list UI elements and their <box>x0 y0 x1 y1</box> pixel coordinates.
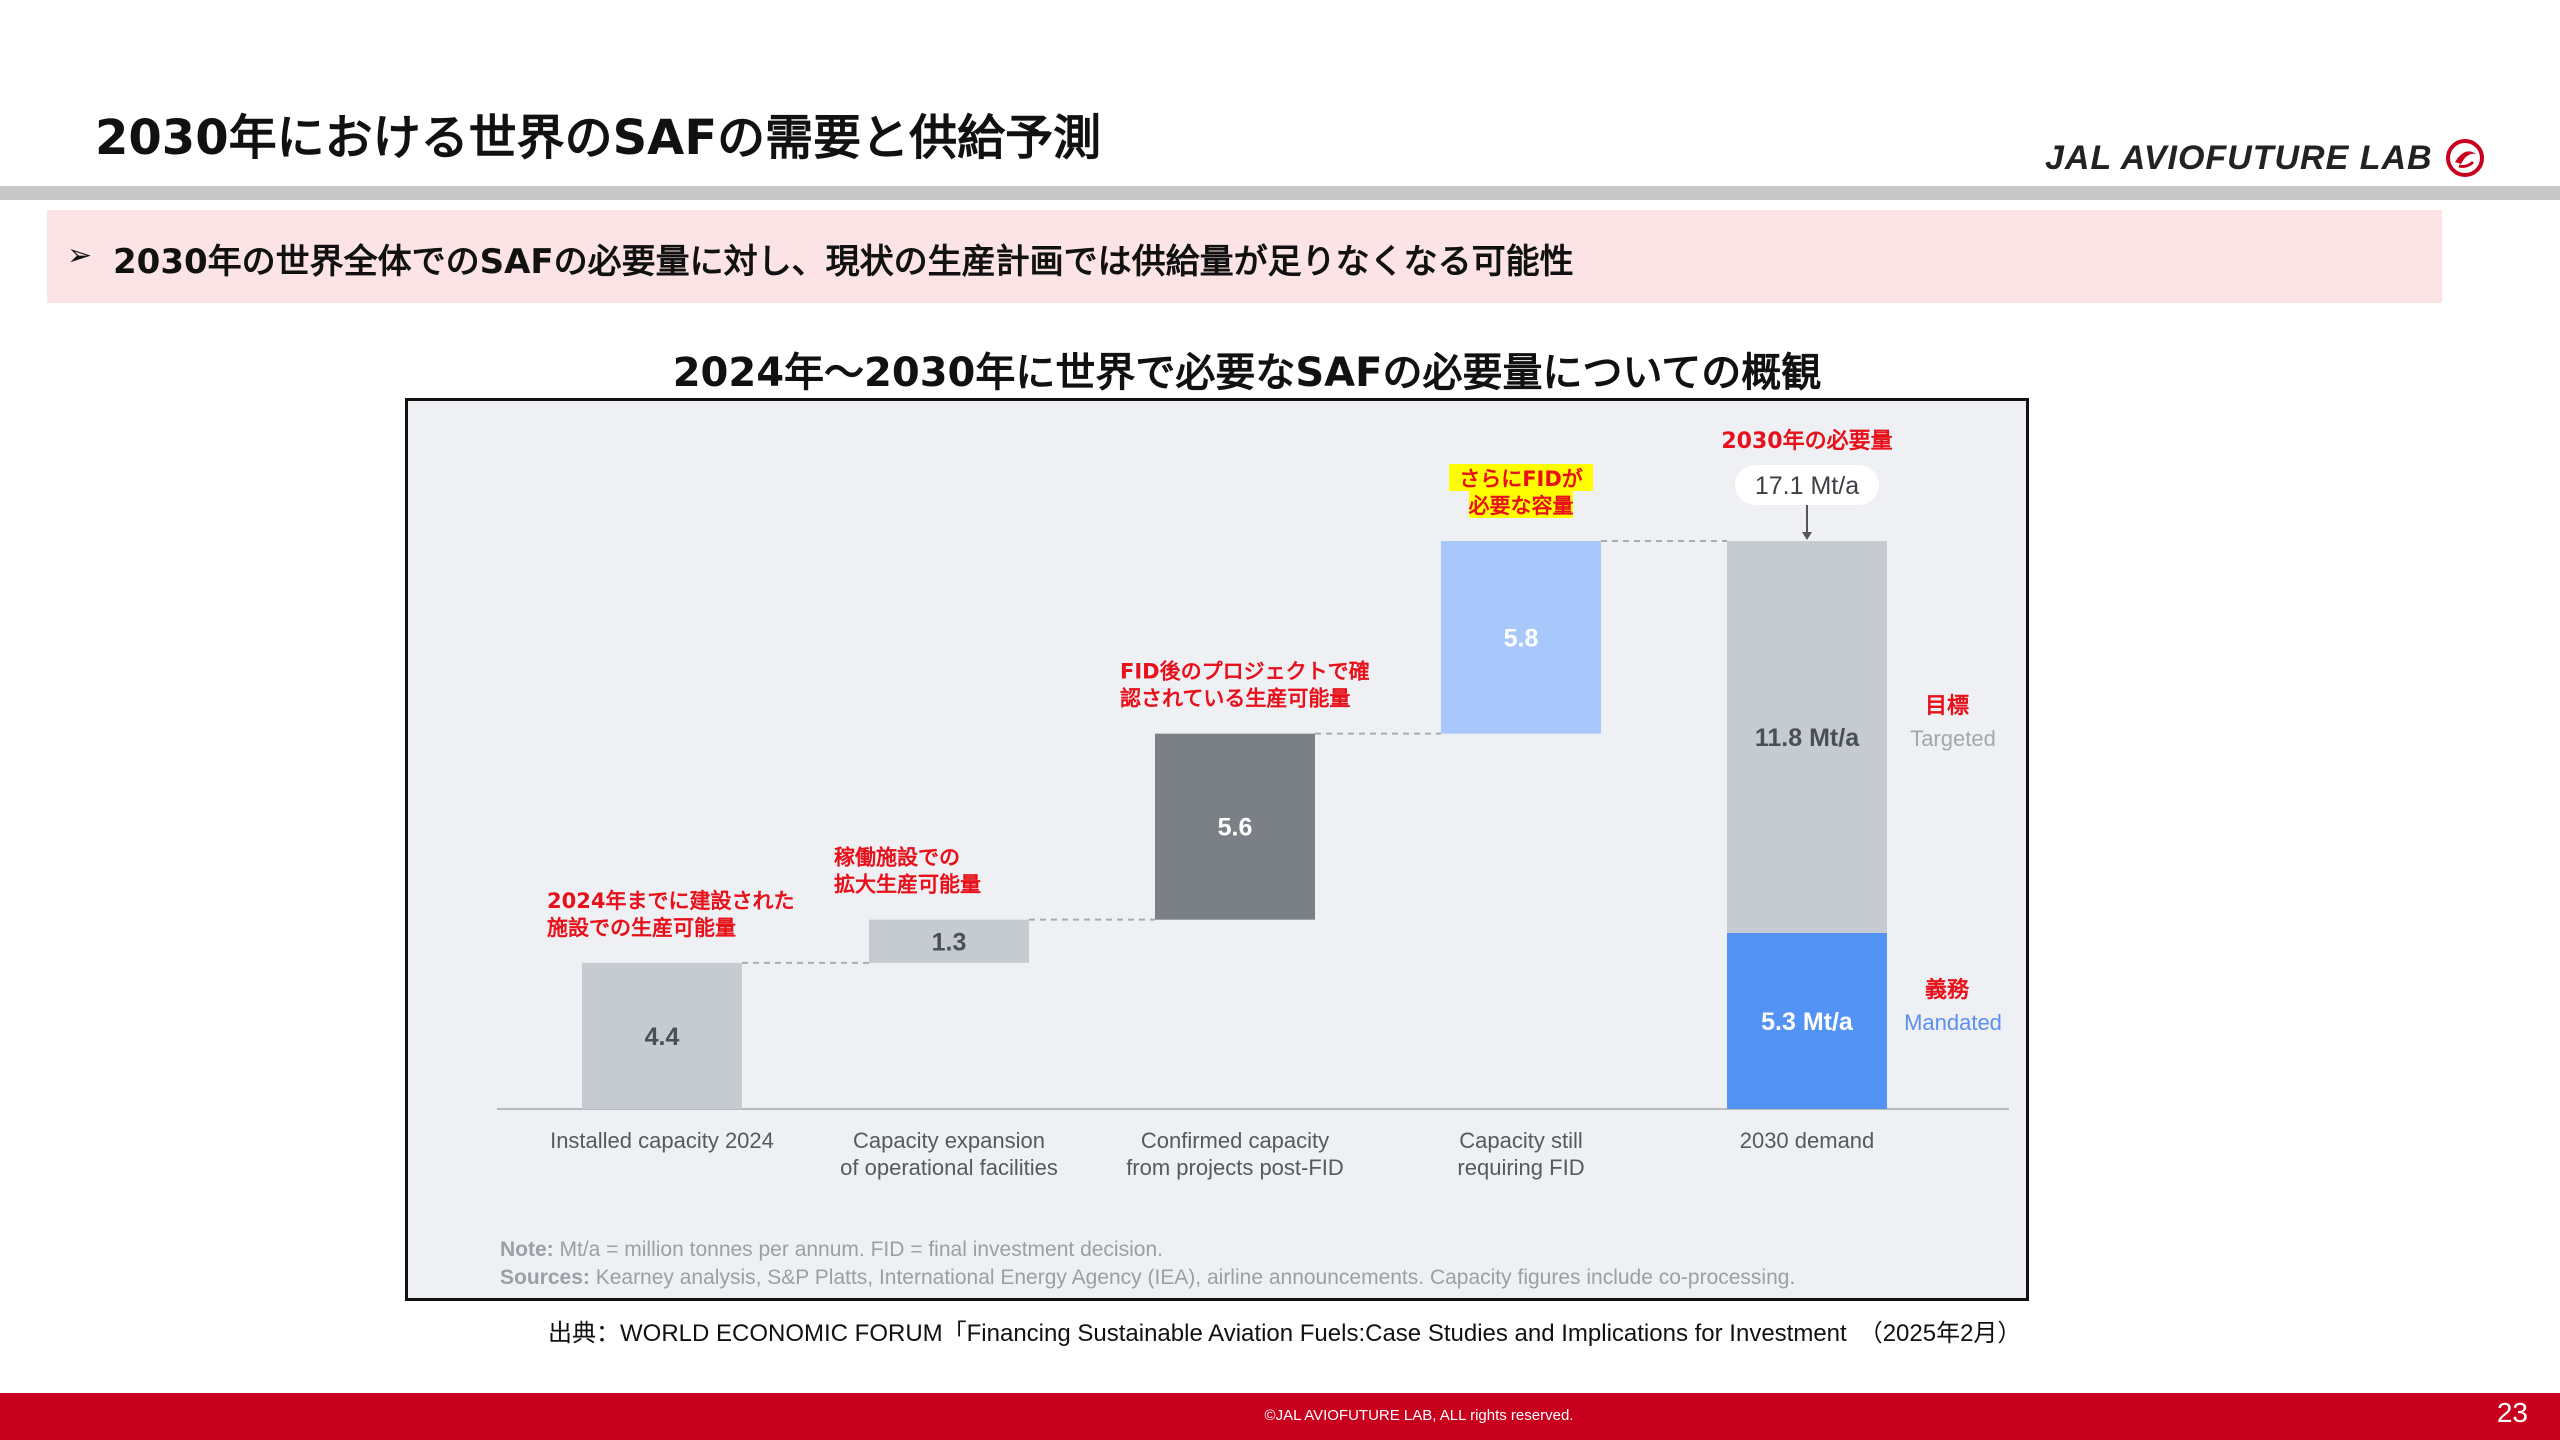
step-annotation: 必要な容量 <box>1469 494 1574 518</box>
category-label: from projects post-FID <box>1126 1155 1344 1180</box>
step-annotation: 施設での生産可能量 <box>547 916 736 940</box>
step-annotation: 2024年までに建設された <box>547 889 794 913</box>
category-label: of operational facilities <box>840 1155 1058 1180</box>
category-label: Installed capacity 2024 <box>550 1128 774 1153</box>
bar-value-label: 5.6 <box>1218 814 1253 842</box>
total-pointer-arrow <box>1802 532 1812 540</box>
segment-jp-label: 目標 <box>1925 694 1969 719</box>
summary-banner: ➢ 2030年の世界全体でのSAFの必要量に対し、現状の生産計画では供給量が足り… <box>47 210 2442 303</box>
category-label: Capacity still <box>1459 1128 1582 1153</box>
total-label-pill <box>1735 465 1879 505</box>
category-label: Capacity expansion <box>853 1128 1045 1153</box>
page-number: 23 <box>2496 1397 2528 1428</box>
copyright-text: ©JAL AVIOFUTURE LAB, ALL rights reserved… <box>1264 1407 1574 1424</box>
category-label: 2030 demand <box>1740 1128 1875 1153</box>
total-value-label: 17.1 Mt/a <box>1755 472 1859 500</box>
header-rule <box>0 186 2560 200</box>
waterfall-bar <box>582 962 742 1109</box>
step-annotation: さらにFIDが <box>1459 467 1583 491</box>
step-annotation: 認されている生産可能量 <box>1120 687 1350 711</box>
step-annotation: FID後のプロジェクトで確 <box>1120 660 1370 684</box>
segment-legend-label: Targeted <box>1910 726 1996 751</box>
logo-text: JAL AVIOFUTURE LAB <box>2045 138 2433 177</box>
waterfall-bar <box>869 919 1029 963</box>
waterfall-bar <box>1441 541 1601 734</box>
crane-logo-icon <box>2445 139 2484 177</box>
summary-text: 2030年の世界全体でのSAFの必要量に対し、現状の生産計画では供給量が足りなく… <box>113 242 1574 282</box>
bar-value-label: 4.4 <box>645 1023 680 1051</box>
arrow-bullet-icon: ➢ <box>67 238 93 273</box>
slide-title: 2030年における世界のSAFの需要と供給予測 <box>95 110 1102 166</box>
chart-note: Note: Mt/a = million tonnes per annum. F… <box>500 1238 1163 1261</box>
total-heading-annotation: 2030年の必要量 <box>1721 428 1892 454</box>
segment-jp-label: 義務 <box>1925 977 1970 1003</box>
segment-legend-label: Mandated <box>1904 1010 2002 1035</box>
bar-value-label: 1.3 <box>932 928 967 956</box>
total-segment <box>1727 932 1887 1109</box>
chart-sources: Sources: Kearney analysis, S&P Platts, I… <box>500 1266 1795 1289</box>
waterfall-bar <box>1155 733 1315 920</box>
bar-value-label: 5.8 <box>1504 624 1539 652</box>
chart-heading: 2024年～2030年に世界で必要なSAFの必要量についての概観 <box>672 350 1822 396</box>
category-label: requiring FID <box>1457 1155 1584 1180</box>
annotation-highlight <box>1449 464 1593 491</box>
footer-bar: ©JAL AVIOFUTURE LAB, ALL rights reserved… <box>0 1393 2560 1440</box>
segment-value-label: 11.8 Mt/a <box>1755 724 1860 752</box>
annotation-highlight <box>1469 491 1573 518</box>
category-label: Confirmed capacity <box>1141 1128 1329 1153</box>
segment-value-label: 5.3 Mt/a <box>1761 1008 1854 1036</box>
brand-logo: JAL AVIOFUTURE LAB <box>2045 138 2485 178</box>
total-segment <box>1727 541 1887 933</box>
step-annotation: 稼働施設での <box>834 846 960 870</box>
source-citation: 出典：WORLD ECONOMIC FORUM「Financing Sustai… <box>548 1320 2022 1347</box>
step-annotation: 拡大生産可能量 <box>834 873 981 897</box>
